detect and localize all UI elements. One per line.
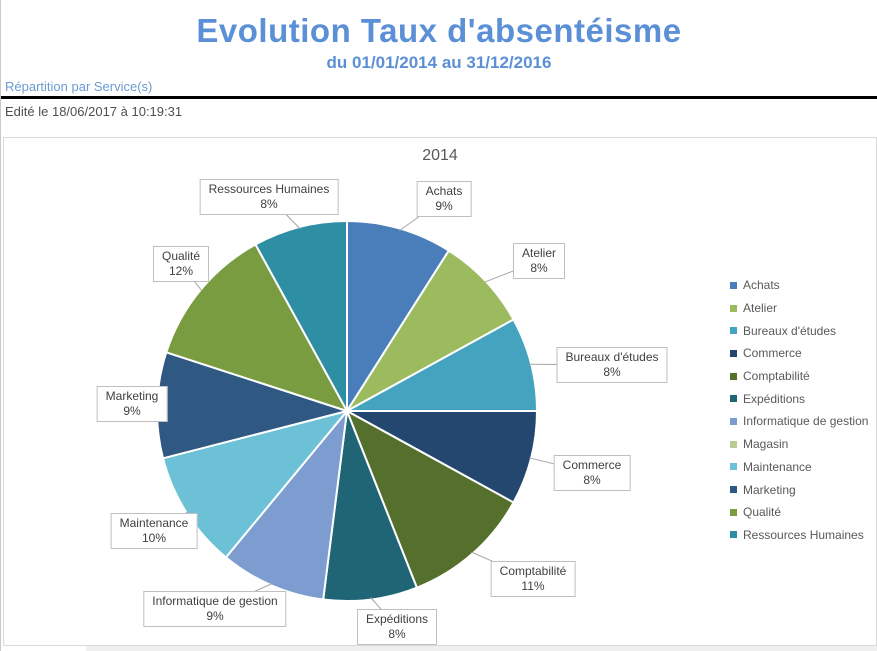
legend-item-informatique-de-gestion: Informatique de gestion [730, 410, 868, 433]
legend-item-bureaux-d-etudes: Bureaux d'études [730, 319, 868, 342]
page-title: Evolution Taux d'absentéisme [196, 12, 682, 49]
legend-swatch [730, 327, 737, 335]
legend-label: Magasin [743, 437, 789, 452]
legend-item-comptabilite: Comptabilité [730, 365, 868, 388]
legend-label: Informatique de gestion [743, 414, 869, 429]
legend-label: Expéditions [743, 391, 806, 406]
chart-legend: Achats Atelier Bureaux d'études Commerce Com… [730, 274, 868, 546]
legend-item-magasin: Magasin [730, 433, 868, 456]
legend-item-ressources-humaines: Ressources Humaines [730, 524, 868, 547]
label-leader-line [153, 511, 189, 532]
chart-title: 2014 [422, 147, 458, 164]
legend-item-qualite: Qualité [730, 501, 868, 524]
legend-label: Qualité [743, 505, 782, 520]
chart-container: 2014 Achats 9% Atelier 8% Bureaux d'études 8%… [3, 137, 877, 646]
label-leader-line [471, 551, 534, 580]
legend-item-expeditions: Expéditions [730, 387, 868, 410]
bottom-scrollbar-track[interactable] [86, 645, 877, 651]
legend-item-achats: Achats [730, 274, 868, 297]
legend-swatch [730, 440, 737, 448]
legend-swatch [730, 486, 737, 494]
page-subtitle: du 01/01/2014 au 31/12/2016 [326, 53, 552, 72]
legend-swatch [730, 281, 737, 289]
legend-swatch [730, 417, 737, 425]
legend-label: Marketing [743, 482, 796, 497]
legend-swatch [730, 508, 737, 516]
label-leader-line [528, 457, 593, 474]
edited-timestamp: Edité le 18/06/2017 à 10:19:31 [5, 104, 183, 119]
pie-slice-informatique-de-gestion [224, 410, 348, 601]
legend-item-atelier: Atelier [730, 297, 868, 320]
legend-item-marketing: Marketing [730, 478, 868, 501]
label-leader-line [529, 363, 613, 366]
legend-swatch [730, 349, 737, 357]
section-label: Répartition par Service(s) [5, 79, 153, 94]
pie-slice-ressources-humaines [254, 220, 348, 412]
label-leader-line [483, 260, 540, 283]
header-divider [1, 96, 877, 99]
pie-slice-comptabilite [346, 410, 515, 589]
legend-swatch [730, 372, 737, 380]
label-leader-line [370, 597, 398, 628]
label-leader-line [214, 583, 273, 610]
pie-slice-atelier [346, 249, 515, 412]
legend-item-commerce: Commerce [730, 342, 868, 365]
legend-label: Maintenance [743, 459, 812, 474]
label-leader-line [399, 198, 445, 231]
legend-label: Bureaux d'études [743, 323, 837, 338]
pie-slice-expeditions [322, 410, 418, 602]
legend-item-maintenance: Maintenance [730, 456, 868, 479]
legend-label: Atelier [743, 301, 778, 316]
legend-swatch [730, 304, 737, 312]
legend-label: Commerce [743, 346, 802, 361]
legend-swatch [730, 531, 737, 539]
pie-slice-achats [346, 220, 450, 412]
legend-swatch [730, 463, 737, 471]
legend-swatch [730, 395, 737, 403]
legend-label: Achats [743, 278, 780, 293]
legend-label: Comptabilité [743, 369, 810, 384]
label-leader-line [131, 403, 160, 406]
label-leader-line [268, 196, 301, 230]
legend-label: Ressources Humaines [743, 527, 864, 542]
pie-chart [131, 196, 613, 628]
label-leader-line [180, 263, 203, 292]
